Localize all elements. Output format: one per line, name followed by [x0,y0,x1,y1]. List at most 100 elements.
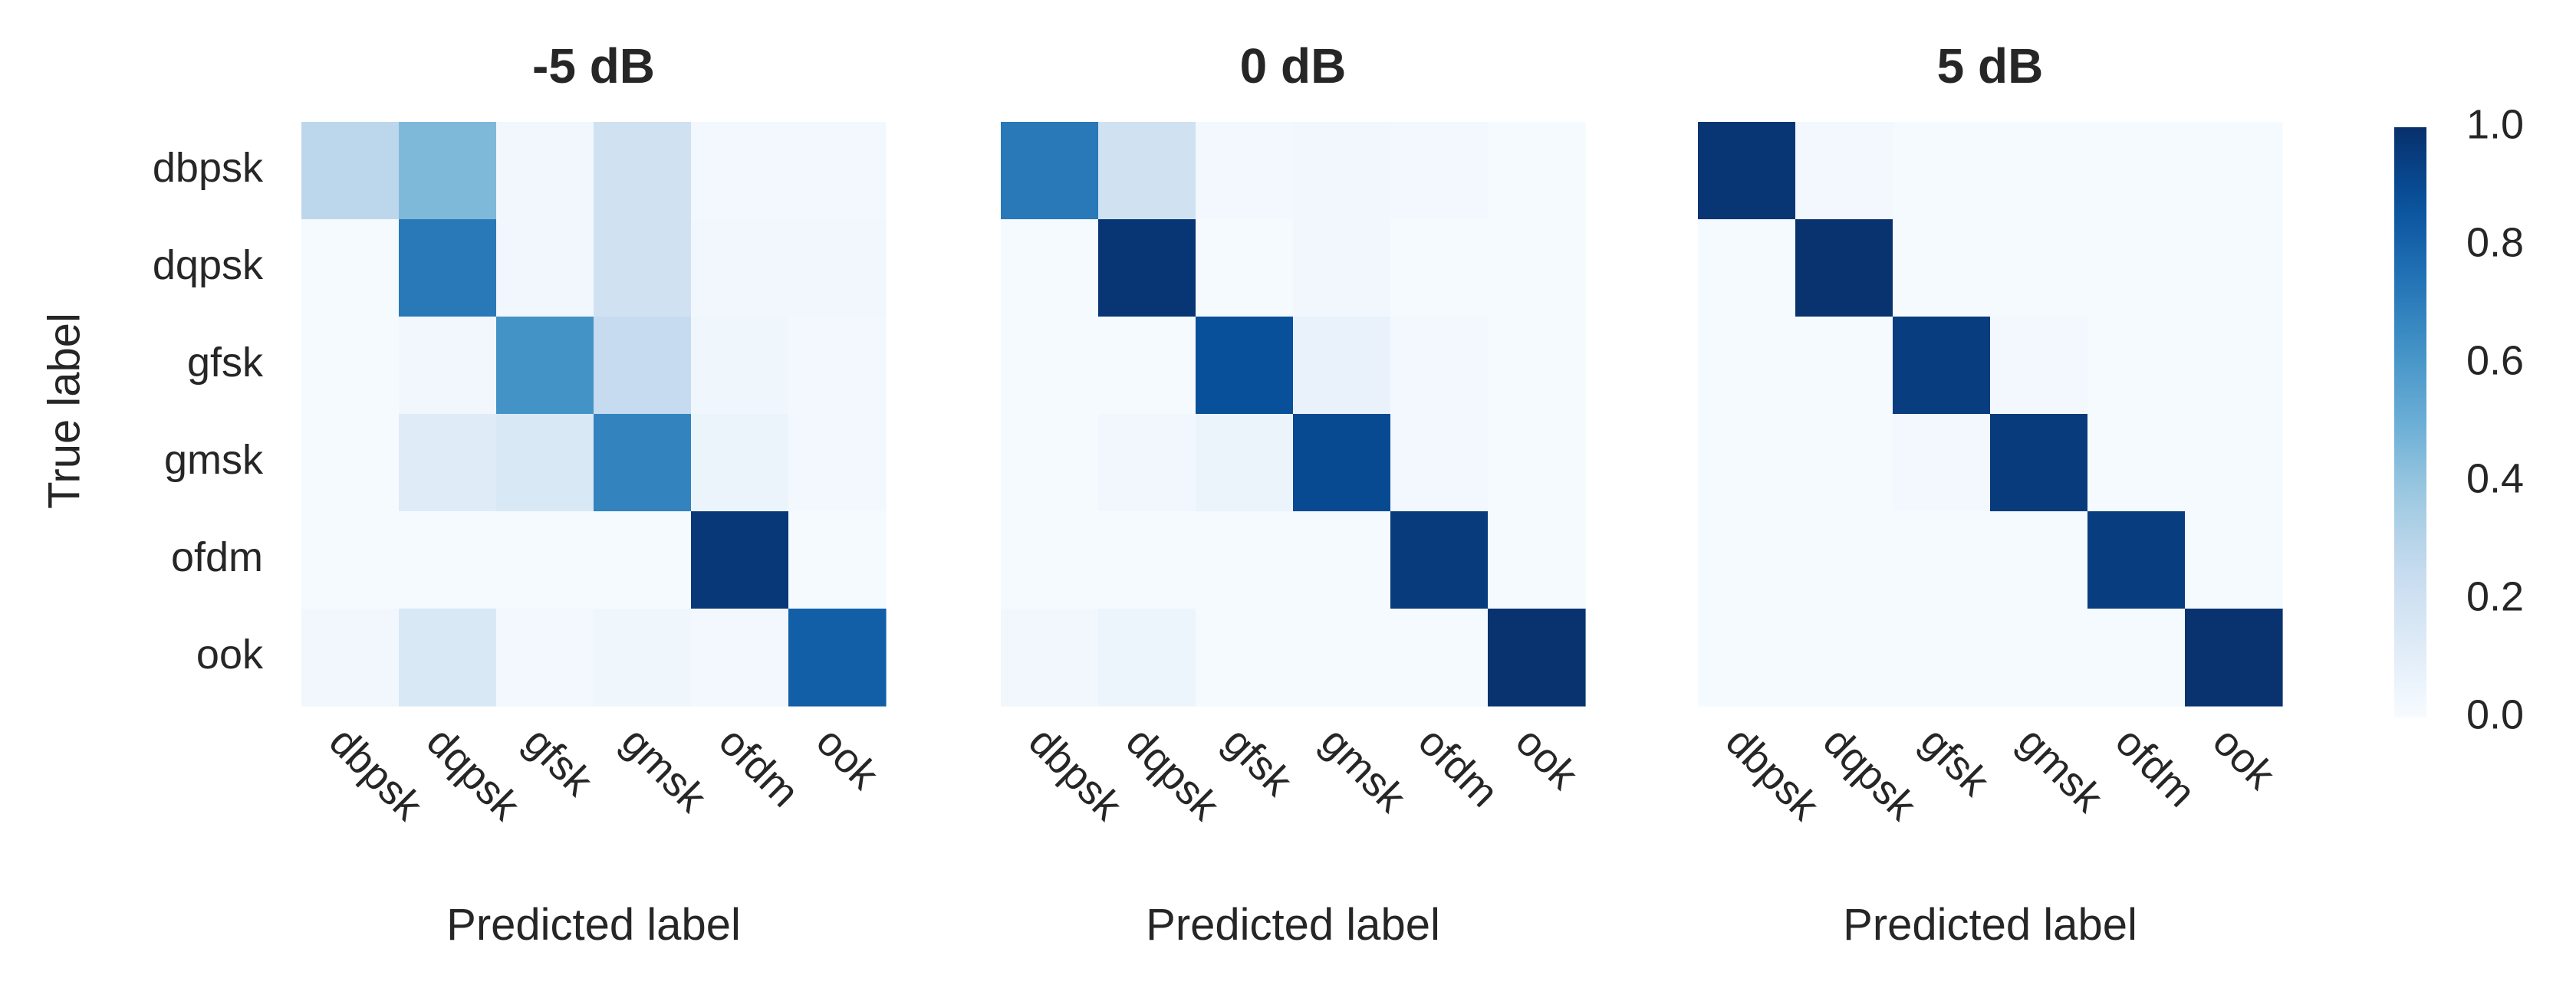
colorbar-tick-label: 0.2 [2466,573,2524,619]
heatmap-cell [2185,122,2283,220]
heatmap-cell [2185,511,2283,609]
heatmap-cell [301,317,400,415]
heatmap-cell [1098,219,1196,317]
heatmap-cell [1098,414,1196,512]
heatmap-cell [1893,414,1991,512]
heatmap-cell [1001,609,1099,707]
heatmap-cell [1795,219,1893,317]
heatmap-cell [1990,511,2088,609]
heatmap-cell [1488,122,1586,220]
heatmap-cell [1293,414,1391,512]
heatmap-cell [691,122,789,220]
heatmap-cell [1196,317,1294,415]
heatmap-cell [1196,219,1294,317]
heatmap-cell [1293,219,1391,317]
heatmap-cell [594,511,692,609]
heatmap-cell [2185,609,2283,707]
heatmap-cell [2185,414,2283,512]
y-tick-label: dqpsk [153,242,264,288]
heatmap-cell [1698,609,1796,707]
heatmap-cell [1990,414,2088,512]
heatmap-cell [1293,511,1391,609]
heatmap-cell [301,414,400,512]
colorbar-tick-label: 0.6 [2466,337,2524,383]
heatmap-cell [1390,219,1489,317]
panel-title: 0 dB [1240,38,1347,94]
colorbar-tick-label: 0.4 [2466,455,2524,501]
x-axis-label: Predicted label [1146,900,1440,950]
heatmap-cell [496,317,594,415]
colorbar-tick-label: 0.0 [2466,691,2524,737]
heatmap-cell [2087,511,2186,609]
heatmap-cell [788,317,887,415]
heatmap-cell [301,511,400,609]
heatmap-cell [594,122,692,220]
panel-title: -5 dB [532,38,655,94]
heatmap-cell [1990,219,2088,317]
heatmap-cell [2185,317,2283,415]
colorbar-gradient [2394,127,2426,717]
heatmap-cell [496,122,594,220]
heatmap-cell [1698,511,1796,609]
heatmap-cell [594,414,692,512]
heatmap-cell [594,317,692,415]
heatmap-cell [1196,414,1294,512]
y-tick-label: gfsk [187,340,264,386]
heatmap-cell [1795,122,1893,220]
heatmap-cell [1795,414,1893,512]
heatmap-cell [1390,317,1489,415]
y-tick-label: ook [196,632,264,678]
heatmap-cell [1488,219,1586,317]
heatmap-cell [691,219,789,317]
heatmap-cell [1098,122,1196,220]
colorbar: 0.0 0.2 0.4 0.6 0.8 1.0 [2394,101,2524,737]
heatmap-cell [594,219,692,317]
heatmap-cell [301,609,400,707]
heatmap-cell [1893,609,1991,707]
heatmap-cell [1098,511,1196,609]
colorbar-tick-label: 0.8 [2466,219,2524,265]
y-tick-label: gmsk [164,437,264,483]
heatmap-cell [496,219,594,317]
heatmap-cell [496,609,594,707]
heatmap-cell [399,511,497,609]
heatmap-cell [1893,219,1991,317]
heatmap-cell [496,414,594,512]
heatmap-cell [2087,414,2186,512]
heatmap-cell [788,609,887,707]
heatmap-cell [788,414,887,512]
heatmap-cell [1001,317,1099,415]
heatmap-cell [594,609,692,707]
heatmap-cell [1795,609,1893,707]
heatmap-cell [1990,122,2088,220]
heatmap-cell [2087,609,2186,707]
colorbar-tick-label: 1.0 [2466,101,2524,147]
y-tick-label: dbpsk [153,145,264,191]
heatmap-cell [1488,414,1586,512]
heatmap-cell [691,414,789,512]
heatmap-cell [1488,317,1586,415]
heatmap-cell [1795,511,1893,609]
heatmap-cell [1390,511,1489,609]
y-tick-label: ofdm [171,534,263,580]
x-axis-label: Predicted label [1843,900,2137,950]
heatmap-cell [301,219,400,317]
heatmap-cell [1893,511,1991,609]
heatmap-cell [788,122,887,220]
heatmap-cell [399,122,497,220]
heatmap-cell [1001,219,1099,317]
heatmap-cell [1390,609,1489,707]
heatmap-cell [691,317,789,415]
heatmap-cell [1098,317,1196,415]
heatmap-cell [399,219,497,317]
heatmap-cell [1488,609,1586,707]
heatmap-cell [1098,609,1196,707]
heatmap-cell [1698,317,1796,415]
heatmap-cell [691,609,789,707]
y-axis-label: True label [39,313,89,509]
heatmap-cell [1001,122,1099,220]
heatmap-cell [301,122,400,220]
heatmap-cell [1390,122,1489,220]
heatmap-cell [2185,219,2283,317]
